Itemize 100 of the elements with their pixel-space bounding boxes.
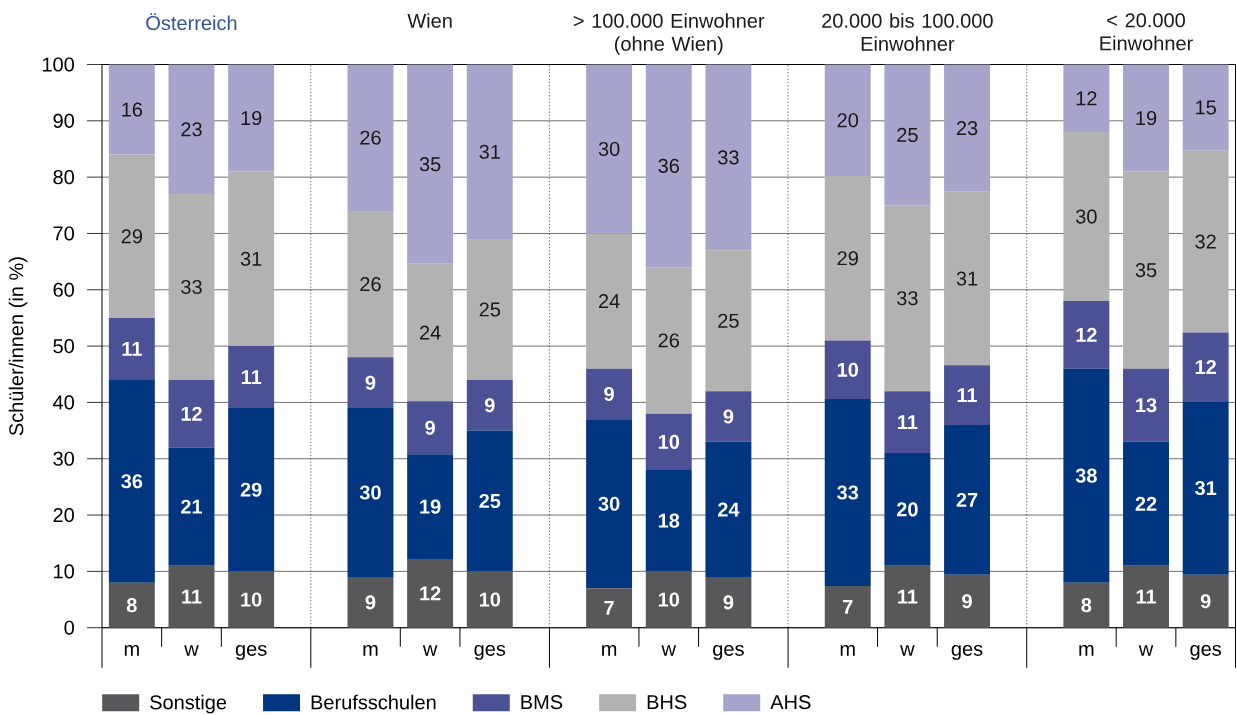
data-label: 35: [1135, 262, 1157, 278]
bar: [944, 64, 991, 192]
bar: [466, 379, 513, 431]
data-label: 9: [425, 420, 435, 435]
data-label: 9: [604, 386, 614, 402]
bar: [1182, 64, 1229, 151]
bar: [645, 571, 692, 628]
data-label: 19: [241, 110, 262, 126]
data-label: 9: [365, 375, 376, 390]
data-label: 10: [837, 362, 859, 377]
bar: [705, 391, 752, 442]
legend-label: Berufsschulen: [311, 694, 436, 710]
x-tick-label: ges: [1190, 644, 1222, 660]
data-label: 18: [658, 513, 680, 528]
bar: [108, 379, 155, 583]
bar: [705, 441, 752, 578]
data-label: 9: [723, 409, 734, 424]
text: < 20.000 Einwohner: [1100, 13, 1193, 51]
bar: [228, 64, 275, 172]
data-label: 30: [598, 496, 620, 511]
x-tick-label: w: [422, 645, 438, 656]
y-tick-label: 10: [54, 564, 75, 579]
data-label: 33: [181, 279, 202, 295]
bar: [168, 565, 215, 628]
data-label: 26: [360, 277, 381, 292]
bar: [586, 368, 633, 420]
data-label: 10: [658, 434, 680, 449]
bar: [824, 340, 871, 400]
data-label: 10: [479, 592, 501, 607]
data-label: 20: [837, 113, 859, 128]
legend-label: AHS: [770, 694, 811, 710]
bar: [1063, 132, 1110, 302]
data-label: 31: [956, 271, 978, 286]
bar: [884, 391, 931, 454]
data-label: 26: [658, 333, 679, 348]
bar: [1182, 401, 1229, 575]
y-tick-label: 100: [42, 57, 74, 72]
bar: [407, 263, 454, 402]
y-tick-label: 70: [53, 226, 75, 241]
data-label: 9: [1200, 594, 1211, 609]
data-label: 9: [723, 595, 734, 610]
bar: [1063, 582, 1110, 628]
bar: [645, 470, 692, 572]
data-label: 16: [122, 102, 143, 117]
bar: [347, 577, 394, 628]
data-label: 30: [1076, 209, 1097, 224]
bar: [228, 571, 275, 628]
bar: [1063, 301, 1110, 369]
bar: [586, 64, 633, 234]
bar: [884, 64, 931, 206]
bar: [824, 64, 871, 177]
x-tick-label: ges: [713, 644, 744, 660]
bar: [944, 191, 991, 366]
data-label: 27: [956, 492, 978, 507]
bar: [586, 233, 633, 369]
data-label: 12: [181, 406, 202, 421]
legend-label: BHS: [647, 694, 687, 710]
bar: [347, 64, 394, 211]
data-label: 31: [1195, 480, 1217, 496]
bar: [347, 357, 394, 409]
bar: [1182, 574, 1229, 628]
bar: [824, 399, 871, 587]
data-label: 9: [484, 398, 495, 413]
bar: [228, 346, 275, 409]
bar: [645, 413, 692, 470]
data-label: 24: [420, 325, 441, 340]
x-tick-label: w: [1138, 645, 1154, 656]
data-label: 21: [181, 499, 203, 514]
data-label: 30: [598, 141, 620, 157]
data-label: 12: [420, 586, 441, 601]
data-label: 36: [658, 158, 679, 173]
bar: [705, 64, 752, 251]
bar: [228, 408, 275, 572]
y-tick-label: 20: [53, 507, 75, 523]
data-label: 24: [717, 502, 740, 517]
x-tick-label: ges: [474, 644, 506, 660]
bar: [466, 64, 513, 240]
data-label: 11: [182, 589, 202, 604]
data-label: 29: [121, 229, 143, 244]
bar: [944, 365, 991, 425]
legend-label: Sonstige: [150, 694, 227, 714]
bar: [1063, 64, 1110, 133]
bar: [824, 176, 871, 341]
bar: [884, 205, 931, 392]
x-tick-label: m: [363, 644, 378, 656]
data-label: 10: [658, 592, 680, 607]
data-label: 12: [1076, 91, 1097, 106]
bar: [944, 574, 991, 628]
bar: [466, 430, 513, 572]
bar: [1123, 368, 1169, 442]
bar: [645, 267, 692, 414]
bar: [1123, 171, 1169, 369]
data-label: 36: [121, 474, 143, 489]
data-label: 19: [1136, 110, 1157, 126]
bar: [1123, 441, 1169, 566]
data-label: 33: [837, 485, 859, 500]
data-label: 30: [359, 485, 381, 500]
data-label: 8: [1081, 598, 1092, 613]
data-label: 10: [241, 592, 262, 607]
bar: [1123, 64, 1169, 172]
